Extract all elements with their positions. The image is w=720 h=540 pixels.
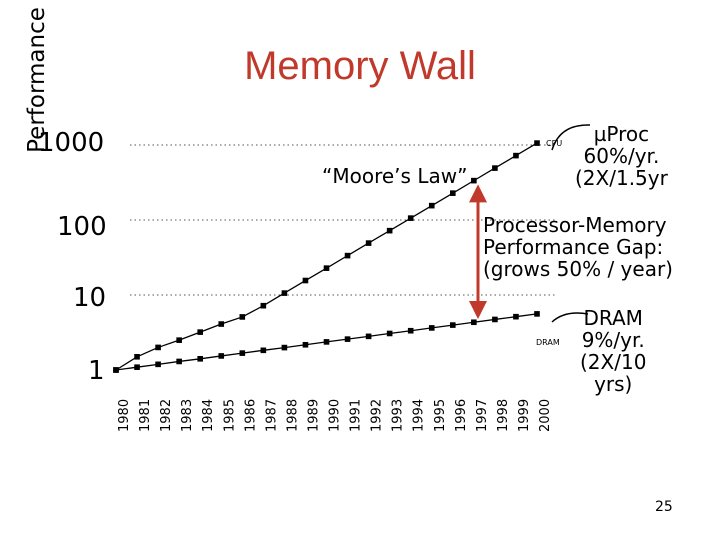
point-cpu-1990 <box>323 265 330 271</box>
point-dram-1980 <box>113 367 119 373</box>
x-tick-1981: 1981 <box>138 399 153 432</box>
dram-line-4: yrs) <box>594 372 633 396</box>
point-cpu-1991 <box>344 252 351 259</box>
point-dram-1990 <box>323 339 330 345</box>
x-tick-1980: 1980 <box>117 399 132 432</box>
x-tick-1983: 1983 <box>180 399 195 432</box>
point-dram-1991 <box>344 336 351 342</box>
x-tick-1991: 1991 <box>349 399 364 432</box>
x-tick-1992: 1992 <box>370 399 385 432</box>
slide-title: Memory Wall <box>244 44 476 88</box>
point-cpu-1995 <box>428 202 435 209</box>
point-dram-1983 <box>176 358 182 365</box>
x-tick-1987: 1987 <box>264 399 279 432</box>
point-dram-1987 <box>260 347 267 354</box>
x-tick-1996: 1996 <box>454 399 469 432</box>
x-tick-1990: 1990 <box>328 399 343 432</box>
point-cpu-1981 <box>134 353 140 360</box>
point-cpu-1983 <box>176 337 182 343</box>
point-cpu-2000 <box>534 140 540 146</box>
gap-line-3: (grows 50% / year) <box>483 257 673 281</box>
point-dram-1995 <box>428 325 435 331</box>
point-cpu-1988 <box>281 290 288 296</box>
dram-series-label: DRAM <box>536 338 560 347</box>
point-dram-1994 <box>407 327 414 334</box>
point-cpu-1985 <box>218 321 225 327</box>
y-tick-1: 1 <box>88 356 105 386</box>
point-dram-1989 <box>302 341 309 348</box>
page-number: 25 <box>655 499 673 515</box>
point-cpu-1999 <box>513 152 519 159</box>
x-tick-1999: 1999 <box>517 399 532 432</box>
gap-line-2: Performance Gap: <box>483 235 664 259</box>
point-cpu-1993 <box>386 227 393 234</box>
uproc-annotation: µProc 60%/yr. (2X/1.5yr <box>575 123 668 189</box>
cpu-series-label: CPU <box>546 139 563 148</box>
point-cpu-1987 <box>260 302 267 309</box>
point-dram-1984 <box>197 356 203 362</box>
uproc-leader <box>551 124 591 151</box>
uproc-line-3: (2X/1.5yr <box>575 166 668 190</box>
point-dram-1998 <box>492 316 498 323</box>
point-dram-1999 <box>513 313 519 320</box>
point-cpu-1997 <box>471 177 477 184</box>
y-tick-100: 100 <box>57 212 107 242</box>
x-tick-1997: 1997 <box>475 399 490 432</box>
x-tick-1985: 1985 <box>222 399 237 432</box>
dram-line-3: (2X/10 <box>580 350 647 374</box>
point-cpu-1998 <box>492 165 498 171</box>
point-cpu-1989 <box>302 277 309 284</box>
point-dram-1982 <box>155 361 161 368</box>
point-cpu-1986 <box>239 314 246 320</box>
x-tick-1982: 1982 <box>159 399 174 432</box>
x-tick-1993: 1993 <box>391 399 406 432</box>
dram-line-1: DRAM <box>583 306 643 330</box>
gap-line-1: Processor-Memory <box>483 213 667 237</box>
dram-line-2: 9%/yr. <box>581 328 645 352</box>
x-tick-1989: 1989 <box>306 399 321 432</box>
point-dram-1997 <box>471 319 477 326</box>
dram-annotation: DRAM 9%/yr. (2X/10 yrs) <box>580 307 646 395</box>
point-cpu-1996 <box>450 190 456 196</box>
point-dram-1996 <box>450 322 456 328</box>
x-tick-1995: 1995 <box>433 399 448 432</box>
y-tick-10: 10 <box>73 283 107 313</box>
point-dram-1988 <box>281 344 288 351</box>
moores-law-label: “Moore’s Law” <box>322 164 468 188</box>
point-dram-1981 <box>134 364 140 370</box>
point-cpu-1992 <box>365 240 372 246</box>
point-dram-1992 <box>365 333 372 340</box>
x-tick-1984: 1984 <box>201 399 216 432</box>
x-tick-1994: 1994 <box>412 399 427 432</box>
point-cpu-1994 <box>407 215 414 221</box>
x-tick-1988: 1988 <box>285 399 300 432</box>
x-tick-2000: 2000 <box>538 399 553 432</box>
x-tick-1998: 1998 <box>496 399 511 432</box>
uproc-line-2: 60%/yr. <box>583 144 660 168</box>
point-cpu-1982 <box>155 344 161 351</box>
point-dram-1986 <box>239 350 246 356</box>
y-tick-1000: 1000 <box>38 128 105 158</box>
point-dram-1985 <box>218 353 225 359</box>
point-cpu-1984 <box>197 329 203 335</box>
dram-leader <box>551 312 589 323</box>
x-tick-1986: 1986 <box>243 399 258 432</box>
point-dram-2000 <box>534 311 540 317</box>
uproc-line-1: µProc <box>593 122 650 146</box>
gap-annotation: Processor-Memory Performance Gap: (grows… <box>483 214 673 280</box>
point-dram-1993 <box>386 330 393 337</box>
